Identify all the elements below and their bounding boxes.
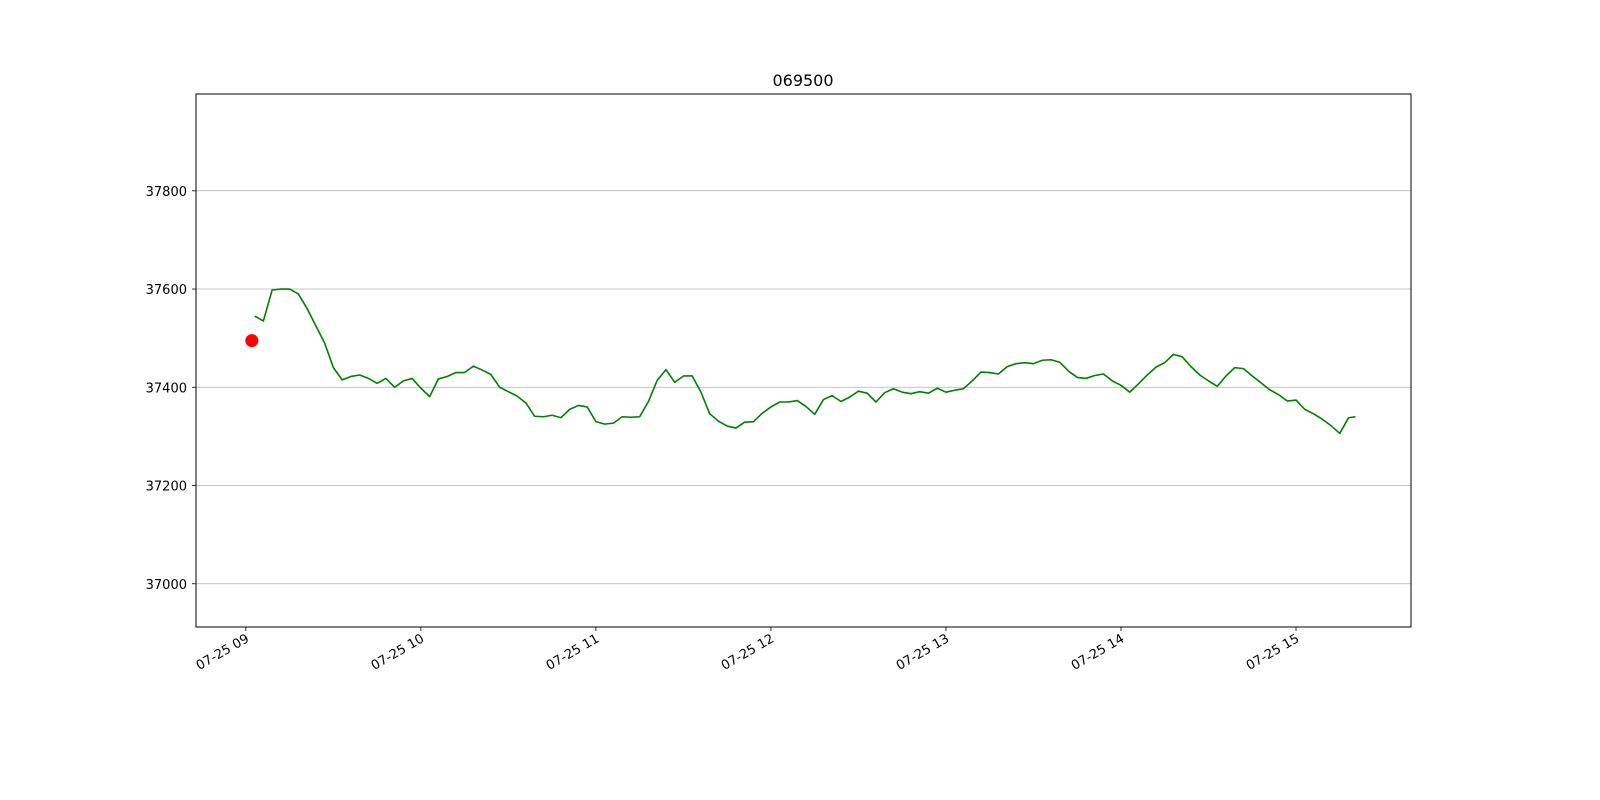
y-tick-label: 37400	[146, 381, 187, 396]
x-tick-label: 07-25 09	[194, 631, 252, 673]
y-tick-label: 37800	[146, 185, 187, 200]
y-tick-label: 37600	[146, 283, 187, 298]
y-tick-label: 37000	[146, 578, 187, 593]
x-tick-label: 07-25 14	[1069, 631, 1127, 673]
x-tick-label: 07-25 13	[894, 631, 952, 673]
axes-frame	[195, 93, 1412, 628]
price-line	[254, 288, 1356, 435]
x-tick-label: 07-25 15	[1244, 631, 1302, 673]
chart-title: 069500	[772, 71, 833, 90]
x-tick-label: 07-25 11	[544, 631, 602, 673]
x-tick-label: 07-25 12	[719, 631, 777, 673]
y-tick-label: 37200	[146, 480, 187, 495]
x-tick-label: 07-25 10	[369, 631, 427, 673]
marker-dot	[245, 334, 259, 348]
